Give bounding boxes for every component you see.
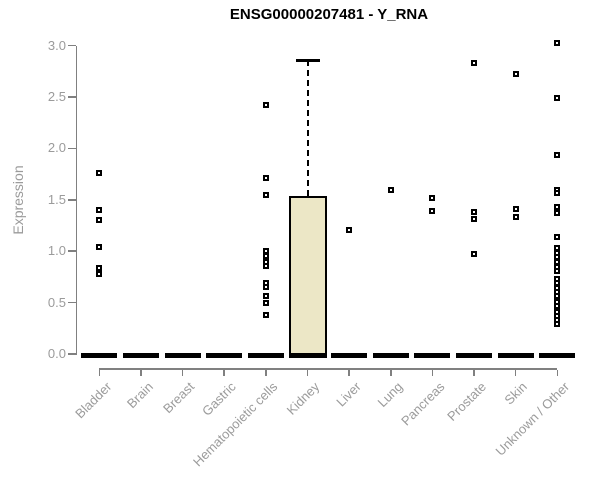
data-point [262, 262, 269, 269]
data-point [262, 248, 269, 255]
y-tick [67, 96, 76, 98]
y-tick [67, 301, 76, 304]
median-bar [539, 352, 576, 358]
data-point [429, 194, 436, 201]
y-tick-label: 0.0 [47, 346, 66, 361]
data-point [96, 244, 103, 251]
box [288, 195, 327, 357]
x-category-label: Unknown / Other [492, 379, 572, 459]
x-category-label: Kidney [283, 379, 323, 418]
x-tick [473, 369, 475, 376]
data-point [96, 207, 103, 214]
y-tick [67, 199, 76, 201]
data-point [262, 253, 269, 260]
data-point [554, 280, 561, 287]
data-point [96, 170, 103, 177]
x-tick [390, 369, 392, 376]
y-axis-line [75, 45, 77, 356]
data-point [554, 39, 561, 46]
median-bar [497, 352, 534, 358]
data-point [554, 321, 561, 328]
data-point [262, 175, 269, 182]
x-tick [181, 369, 184, 376]
median-bar [414, 352, 451, 358]
x-category-label: Prostate [443, 379, 489, 424]
x-tick [431, 369, 434, 376]
y-tick [67, 147, 76, 150]
data-point [96, 264, 103, 271]
data-point [429, 208, 436, 215]
x-category-label: Skin [501, 379, 531, 408]
median-bar [456, 352, 493, 358]
y-tick [67, 44, 76, 47]
data-point [471, 60, 478, 67]
data-point [554, 302, 561, 309]
y-tick-label: 2.0 [47, 140, 66, 156]
y-tick-label: 2.5 [47, 89, 66, 105]
data-point [262, 311, 269, 318]
data-point [512, 214, 519, 221]
x-tick [514, 369, 517, 376]
x-tick [98, 369, 101, 376]
data-point [96, 270, 103, 277]
x-category-label: Lung [374, 379, 406, 411]
data-point [554, 233, 561, 240]
data-point [471, 209, 478, 216]
data-point [554, 189, 561, 196]
data-point [471, 216, 478, 223]
data-point [262, 102, 269, 109]
data-point [554, 210, 561, 217]
y-tick-label: 1.0 [47, 243, 66, 259]
median-bar [81, 352, 118, 358]
y-tick-label: 1.5 [47, 191, 66, 207]
median-bar [372, 352, 409, 358]
x-category-label: Pancreas [397, 379, 448, 429]
x-tick [140, 369, 142, 376]
data-point [346, 226, 353, 233]
data-point [554, 245, 561, 252]
data-point [554, 293, 561, 300]
data-point [512, 206, 519, 213]
whisker-cap [295, 59, 320, 62]
data-point [512, 71, 519, 78]
data-point [554, 95, 561, 102]
data-point [262, 284, 269, 291]
median-bar [288, 352, 327, 358]
data-point [554, 204, 561, 211]
data-point [96, 217, 103, 224]
x-tick [265, 369, 267, 376]
data-point [554, 267, 561, 274]
y-tick [67, 250, 76, 252]
x-category-label: Bladder [71, 379, 114, 422]
x-tick [306, 369, 309, 376]
median-bar [331, 352, 368, 358]
x-category-label: Brain [123, 379, 156, 412]
median-bar [122, 352, 159, 358]
median-bar [164, 352, 201, 358]
y-tick-label: 3.0 [47, 37, 66, 53]
data-point [262, 191, 269, 198]
x-tick [223, 369, 225, 376]
x-axis-line [99, 368, 558, 370]
y-tick [67, 353, 76, 355]
chart-title: ENSG00000207481 - Y_RNA [229, 6, 429, 23]
data-point [262, 293, 269, 300]
x-category-label: Breast [160, 379, 198, 417]
median-bar [247, 352, 284, 358]
x-category-label: Liver [333, 379, 364, 410]
data-point [554, 151, 561, 158]
x-category-label: Gastric [199, 379, 239, 419]
y-tick-label: 0.5 [47, 294, 66, 310]
x-tick [348, 369, 350, 376]
data-point [471, 251, 478, 258]
data-point [262, 299, 269, 306]
median-bar [206, 352, 243, 358]
whisker-line [306, 60, 309, 196]
x-tick [556, 369, 559, 376]
data-point [554, 258, 561, 265]
data-point [387, 186, 394, 193]
